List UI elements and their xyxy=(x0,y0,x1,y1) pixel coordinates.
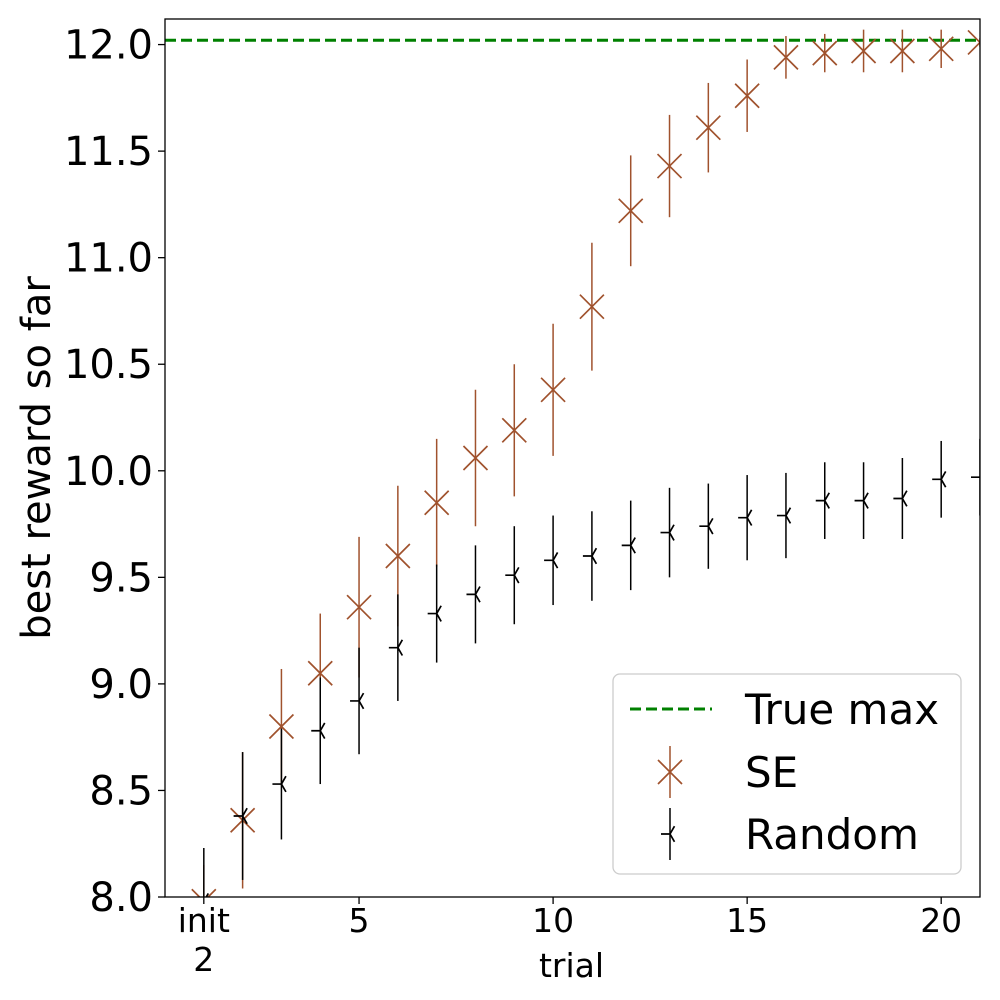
legend-label-random: Random xyxy=(745,810,919,859)
x-tick-label: 20 xyxy=(920,901,962,940)
random-point xyxy=(582,547,598,565)
legend: True max SE Random xyxy=(612,673,962,875)
random-point xyxy=(893,490,908,507)
se-point xyxy=(850,38,877,64)
random-point xyxy=(854,492,869,509)
se-point xyxy=(268,713,295,740)
y-tick-label: 9.5 xyxy=(89,555,153,601)
random-point xyxy=(621,537,636,554)
x-axis-label: trial xyxy=(539,946,604,985)
x-tick-label: init xyxy=(178,901,230,940)
se-point xyxy=(191,888,217,897)
random-point xyxy=(971,475,980,479)
random-point xyxy=(350,692,365,710)
x-tick-label: 15 xyxy=(726,901,768,940)
y-tick-label: 10.5 xyxy=(64,342,153,388)
random-point xyxy=(776,507,792,524)
legend-label-true-max: True max xyxy=(744,685,939,734)
random-point xyxy=(815,492,830,509)
y-tick-label: 10.0 xyxy=(64,449,153,495)
x-tick-label: 10 xyxy=(532,901,574,940)
random-point xyxy=(205,893,210,897)
random-point xyxy=(427,605,442,622)
y-tick-label: 11.5 xyxy=(64,129,153,175)
series-random xyxy=(203,438,980,897)
se-point xyxy=(385,543,411,569)
random-point xyxy=(233,807,248,825)
se-point xyxy=(695,115,721,141)
random-point xyxy=(544,552,559,569)
plot-frame xyxy=(164,18,981,898)
x-tick-label: 5 xyxy=(349,901,370,940)
se-point xyxy=(618,198,644,224)
random-point xyxy=(272,775,287,793)
y-tick-label: 12.0 xyxy=(64,23,153,69)
legend-random-swatch xyxy=(661,825,676,843)
se-point xyxy=(346,594,372,620)
y-tick-label: 11.0 xyxy=(64,236,153,282)
se-point xyxy=(424,490,450,516)
y-tick-label: 8.5 xyxy=(89,768,153,814)
x-tick-sublabel: 2 xyxy=(193,940,214,979)
se-point xyxy=(967,29,980,56)
se-point xyxy=(540,377,566,403)
legend-se-swatch xyxy=(657,759,683,785)
se-point xyxy=(656,153,683,179)
random-point xyxy=(738,509,753,526)
se-point xyxy=(812,40,838,66)
se-point xyxy=(773,44,799,70)
legend-label-se: SE xyxy=(745,748,798,797)
legend-box xyxy=(612,673,962,875)
random-point xyxy=(505,566,520,584)
se-point xyxy=(579,294,605,320)
y-axis-label: best reward so far xyxy=(14,276,60,640)
se-point xyxy=(501,417,527,443)
y-tick-label: 8.0 xyxy=(89,875,153,921)
se-point xyxy=(928,36,954,62)
random-point xyxy=(311,722,326,740)
se-point xyxy=(462,445,489,471)
random-point xyxy=(466,586,481,603)
se-point xyxy=(889,38,915,64)
y-tick-label: 9.0 xyxy=(89,662,153,708)
random-point xyxy=(388,639,404,656)
random-point xyxy=(699,517,714,535)
random-point xyxy=(660,524,675,541)
random-point xyxy=(932,471,947,488)
se-point xyxy=(734,83,760,109)
se-point xyxy=(307,660,333,686)
